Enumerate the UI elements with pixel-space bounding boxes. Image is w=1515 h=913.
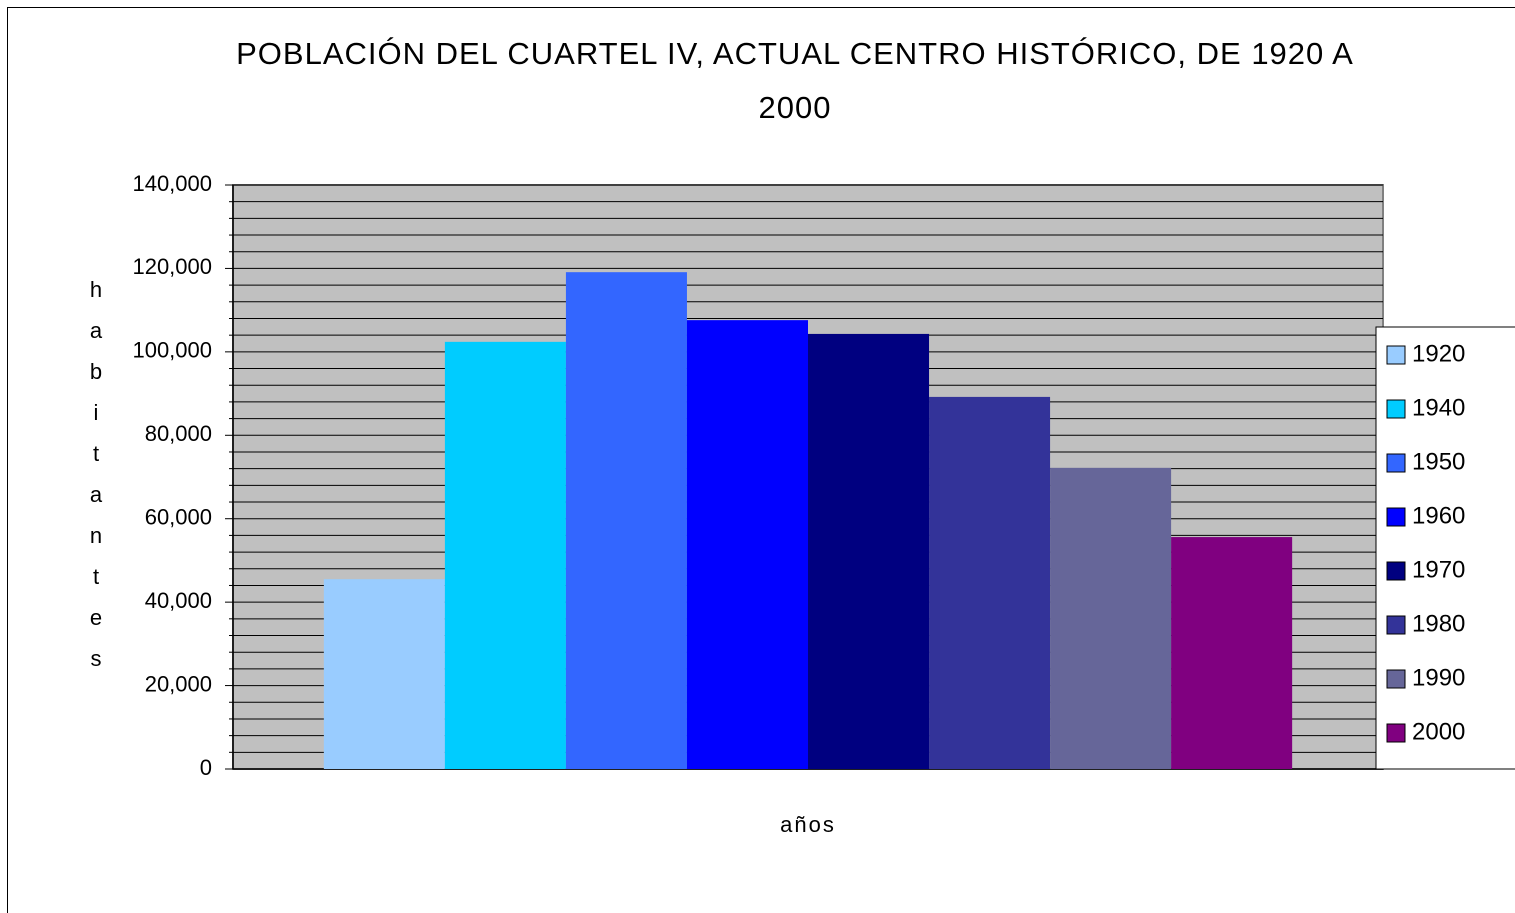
legend-label: 1920	[1412, 340, 1465, 367]
bar	[929, 396, 1051, 769]
legend-box	[1375, 326, 1515, 770]
chart-title: POBLACIÓN DEL CUARTEL IV, ACTUAL CENTRO …	[236, 36, 1354, 125]
legend-swatch	[1386, 723, 1406, 743]
legend-label: 1940	[1412, 394, 1465, 421]
legend-swatch	[1386, 561, 1406, 581]
y-tick-label: 100,000	[132, 338, 212, 363]
legend-swatch	[1386, 399, 1406, 419]
bar	[1050, 467, 1172, 769]
bar	[565, 272, 687, 769]
y-tick-label: 20,000	[145, 671, 212, 696]
legend-swatch	[1386, 507, 1406, 527]
bar	[808, 333, 930, 769]
bar	[1171, 537, 1293, 769]
legend-label: 1980	[1412, 610, 1465, 637]
bar	[686, 320, 808, 769]
y-tick-label: 120,000	[132, 254, 212, 279]
legend-swatch	[1386, 453, 1406, 473]
legend-label: 2000	[1412, 718, 1465, 745]
legend-swatch	[1386, 669, 1406, 689]
bar	[323, 579, 445, 769]
legend-swatch	[1386, 345, 1406, 365]
y-tick-label: 140,000	[132, 171, 212, 196]
legend-label: 1960	[1412, 502, 1465, 529]
legend-label: 1990	[1412, 664, 1465, 691]
x-axis-label: años	[780, 812, 836, 837]
legend-label: 1970	[1412, 556, 1465, 583]
y-tick-label: 60,000	[145, 505, 212, 530]
legend-swatch	[1386, 615, 1406, 635]
bar	[444, 341, 566, 769]
y-tick-label: 40,000	[145, 588, 212, 613]
y-tick-label: 0	[200, 755, 212, 780]
y-tick-label: 80,000	[145, 421, 212, 446]
legend-label: 1950	[1412, 448, 1465, 475]
